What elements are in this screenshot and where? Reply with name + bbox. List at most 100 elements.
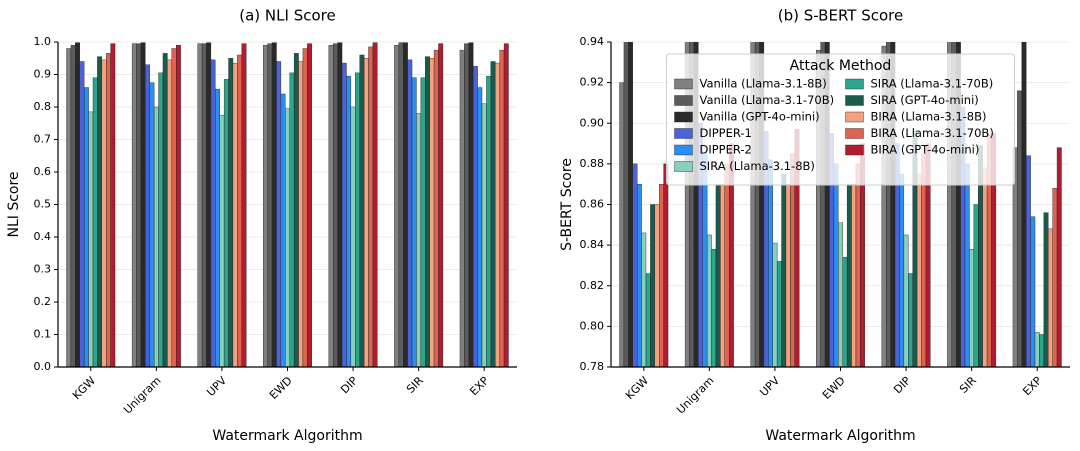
bar bbox=[659, 183, 664, 367]
bar bbox=[790, 153, 795, 367]
bar bbox=[197, 43, 203, 367]
legend-box bbox=[666, 53, 1015, 186]
x-tick-label: EXP bbox=[1020, 374, 1044, 398]
y-tick-label: 0.86 bbox=[580, 198, 605, 211]
bar bbox=[237, 54, 242, 367]
y-tick-label: 0.88 bbox=[580, 157, 605, 170]
bar bbox=[464, 43, 469, 367]
bar bbox=[486, 75, 492, 367]
y-tick-label: 0.84 bbox=[580, 238, 605, 251]
bar bbox=[267, 43, 273, 367]
bar bbox=[781, 173, 787, 367]
bar bbox=[145, 64, 150, 367]
bar bbox=[429, 58, 435, 367]
bar bbox=[363, 58, 369, 367]
bar bbox=[1030, 216, 1036, 367]
x-tick-label: EWD bbox=[267, 374, 295, 402]
bar bbox=[136, 43, 142, 367]
bar bbox=[333, 43, 338, 367]
bar bbox=[368, 46, 374, 367]
x-axis-label: Watermark Algorithm bbox=[765, 428, 915, 444]
bar bbox=[433, 49, 439, 367]
legend-label: SIRA (GPT-4o-mini) bbox=[871, 93, 979, 107]
y-axis-label: S-BERT Score bbox=[559, 158, 575, 251]
bar bbox=[851, 183, 857, 367]
bar bbox=[636, 183, 642, 367]
y-tick-label: 1.0 bbox=[34, 35, 52, 48]
bar bbox=[711, 248, 717, 367]
bar bbox=[398, 42, 404, 367]
bar bbox=[416, 113, 422, 367]
legend-label: SIRA (Llama-3.1-70B) bbox=[871, 77, 994, 91]
x-tick-label: KGW bbox=[70, 374, 98, 402]
legend-swatch bbox=[674, 161, 693, 172]
y-tick-label: 0.80 bbox=[580, 319, 605, 332]
bar bbox=[293, 53, 299, 367]
bar bbox=[969, 248, 975, 367]
bar bbox=[276, 61, 282, 367]
bar bbox=[1056, 147, 1062, 367]
bar bbox=[350, 106, 356, 367]
bar bbox=[964, 163, 970, 367]
x-tick-label: DIP bbox=[338, 374, 360, 396]
bar bbox=[223, 79, 229, 367]
bar bbox=[702, 153, 708, 367]
bar bbox=[302, 48, 308, 367]
bar bbox=[307, 43, 312, 367]
x-tick-label: Unigram bbox=[674, 374, 716, 416]
legend-label: Vanilla (GPT-4o-mini) bbox=[700, 110, 820, 124]
bar bbox=[706, 234, 712, 367]
bars bbox=[619, 42, 1062, 367]
y-tick-label: 0.2 bbox=[34, 295, 52, 308]
y-tick-label: 0.90 bbox=[580, 116, 605, 129]
bar bbox=[403, 42, 408, 367]
bar bbox=[1017, 90, 1022, 367]
bar bbox=[359, 54, 365, 367]
x-tick-label: EXP bbox=[467, 374, 491, 398]
bar bbox=[477, 87, 483, 367]
bar bbox=[1021, 42, 1027, 367]
y-axis-label: NLI Score bbox=[6, 171, 22, 237]
bar bbox=[171, 48, 177, 367]
bar bbox=[219, 114, 225, 367]
bar bbox=[228, 58, 234, 367]
bar bbox=[88, 111, 94, 367]
bar bbox=[241, 43, 247, 367]
x-tick-label: DIP bbox=[891, 374, 913, 396]
bar bbox=[468, 42, 474, 367]
bar bbox=[153, 106, 159, 367]
y-tick-label: 0.82 bbox=[580, 279, 605, 292]
bar bbox=[772, 242, 778, 367]
x-tick-label: SIR bbox=[957, 374, 979, 396]
bar bbox=[481, 103, 487, 367]
bar bbox=[232, 62, 238, 367]
bar bbox=[1052, 188, 1058, 367]
bar bbox=[846, 183, 852, 367]
y-tick-label: 0.92 bbox=[580, 76, 605, 89]
bar bbox=[921, 153, 927, 367]
bar bbox=[285, 108, 290, 367]
legend-swatch bbox=[845, 111, 864, 123]
bar bbox=[97, 56, 103, 367]
bar bbox=[459, 49, 465, 367]
bar bbox=[407, 59, 413, 367]
bar bbox=[263, 45, 268, 367]
legend-title: Attack Method bbox=[790, 58, 892, 74]
bar bbox=[776, 261, 782, 367]
y-tick-label: 0.1 bbox=[34, 328, 52, 341]
legend-label: Vanilla (Llama-3.1-70B) bbox=[700, 93, 835, 107]
y-tick-label: 0.8 bbox=[34, 100, 52, 113]
bar bbox=[355, 72, 360, 367]
bar bbox=[346, 75, 352, 367]
bar bbox=[623, 42, 629, 367]
bar bbox=[724, 163, 730, 367]
bar bbox=[337, 42, 343, 367]
bar bbox=[619, 82, 625, 367]
bar bbox=[768, 159, 773, 367]
legend-swatch bbox=[845, 128, 864, 139]
y-tick-label: 0.0 bbox=[34, 360, 52, 373]
bar bbox=[495, 62, 500, 367]
x-tick-label: KGW bbox=[623, 374, 651, 402]
bar bbox=[280, 93, 286, 367]
legend-swatch bbox=[674, 95, 693, 106]
